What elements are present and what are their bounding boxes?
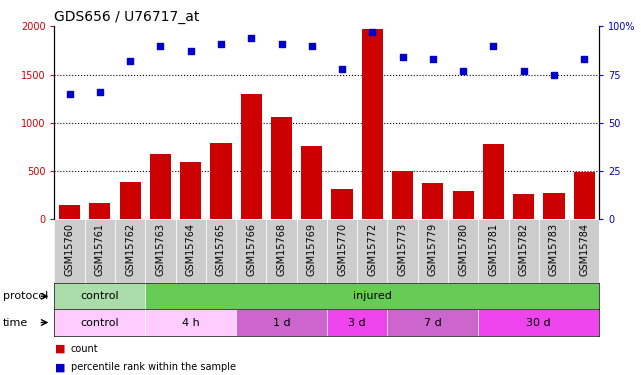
Point bbox=[246, 35, 256, 41]
Bar bbox=[418, 219, 448, 283]
Bar bbox=[150, 154, 171, 219]
Point bbox=[276, 40, 287, 46]
Bar bbox=[236, 219, 267, 283]
Bar bbox=[478, 219, 508, 283]
Text: GSM15761: GSM15761 bbox=[95, 223, 105, 276]
Bar bbox=[357, 219, 387, 283]
Point bbox=[519, 68, 529, 74]
Point bbox=[95, 89, 105, 95]
Text: GSM15766: GSM15766 bbox=[246, 223, 256, 276]
Point bbox=[488, 42, 499, 48]
Bar bbox=[387, 309, 478, 336]
Point bbox=[306, 42, 317, 48]
Bar bbox=[483, 144, 504, 219]
Text: 4 h: 4 h bbox=[182, 318, 199, 327]
Text: percentile rank within the sample: percentile rank within the sample bbox=[71, 363, 235, 372]
Bar bbox=[59, 205, 80, 219]
Bar bbox=[574, 172, 595, 219]
Text: time: time bbox=[3, 318, 28, 327]
Bar bbox=[120, 182, 141, 219]
Bar bbox=[422, 183, 444, 219]
Bar bbox=[236, 309, 327, 336]
Bar bbox=[331, 189, 353, 219]
Bar bbox=[387, 219, 418, 283]
Bar bbox=[297, 219, 327, 283]
Point bbox=[337, 66, 347, 72]
Text: GSM15769: GSM15769 bbox=[307, 223, 317, 276]
Text: ■: ■ bbox=[54, 363, 65, 372]
Point bbox=[549, 72, 559, 78]
Bar bbox=[327, 309, 387, 336]
Bar bbox=[327, 219, 357, 283]
Bar bbox=[115, 219, 146, 283]
Text: control: control bbox=[81, 318, 119, 327]
Bar bbox=[89, 204, 110, 219]
Text: GSM15781: GSM15781 bbox=[488, 223, 499, 276]
Bar bbox=[453, 191, 474, 219]
Text: GSM15765: GSM15765 bbox=[216, 223, 226, 276]
Bar bbox=[267, 219, 297, 283]
Point bbox=[458, 68, 469, 74]
Text: GSM15763: GSM15763 bbox=[155, 223, 165, 276]
Bar bbox=[210, 143, 231, 219]
Bar bbox=[448, 219, 478, 283]
Text: GSM15773: GSM15773 bbox=[397, 223, 408, 276]
Text: 30 d: 30 d bbox=[526, 318, 551, 327]
Text: control: control bbox=[81, 291, 119, 301]
Point bbox=[155, 42, 165, 48]
Text: GSM15762: GSM15762 bbox=[125, 223, 135, 276]
Bar bbox=[206, 219, 236, 283]
Bar bbox=[146, 309, 236, 336]
Text: count: count bbox=[71, 344, 98, 354]
Text: GSM15780: GSM15780 bbox=[458, 223, 468, 276]
Bar bbox=[180, 162, 201, 219]
Point bbox=[367, 29, 378, 35]
Bar bbox=[392, 171, 413, 219]
Point bbox=[65, 91, 75, 97]
Bar bbox=[508, 219, 539, 283]
Bar bbox=[569, 219, 599, 283]
Bar bbox=[240, 94, 262, 219]
Point bbox=[125, 58, 135, 64]
Bar bbox=[544, 193, 565, 219]
Text: ■: ■ bbox=[54, 344, 65, 354]
Bar bbox=[176, 219, 206, 283]
Bar bbox=[539, 219, 569, 283]
Text: GSM15783: GSM15783 bbox=[549, 223, 559, 276]
Text: 1 d: 1 d bbox=[272, 318, 290, 327]
Point bbox=[397, 54, 408, 60]
Bar bbox=[54, 309, 146, 336]
Bar bbox=[146, 219, 176, 283]
Point bbox=[579, 56, 589, 62]
Bar bbox=[271, 117, 292, 219]
Text: 3 d: 3 d bbox=[348, 318, 366, 327]
Text: GSM15772: GSM15772 bbox=[367, 223, 378, 276]
Point bbox=[428, 56, 438, 62]
Bar bbox=[301, 146, 322, 219]
Text: GSM15784: GSM15784 bbox=[579, 223, 589, 276]
Text: GDS656 / U76717_at: GDS656 / U76717_at bbox=[54, 10, 200, 24]
Text: GSM15770: GSM15770 bbox=[337, 223, 347, 276]
Text: 7 d: 7 d bbox=[424, 318, 442, 327]
Bar bbox=[146, 283, 599, 309]
Bar bbox=[478, 309, 599, 336]
Bar bbox=[54, 283, 146, 309]
Point bbox=[216, 40, 226, 46]
Bar bbox=[54, 219, 85, 283]
Text: GSM15764: GSM15764 bbox=[186, 223, 196, 276]
Text: GSM15782: GSM15782 bbox=[519, 223, 529, 276]
Bar bbox=[85, 219, 115, 283]
Text: GSM15768: GSM15768 bbox=[276, 223, 287, 276]
Text: GSM15760: GSM15760 bbox=[65, 223, 74, 276]
Point bbox=[186, 48, 196, 54]
Text: protocol: protocol bbox=[3, 291, 49, 301]
Bar bbox=[513, 194, 534, 219]
Text: injured: injured bbox=[353, 291, 392, 301]
Bar bbox=[362, 29, 383, 219]
Text: GSM15779: GSM15779 bbox=[428, 223, 438, 276]
